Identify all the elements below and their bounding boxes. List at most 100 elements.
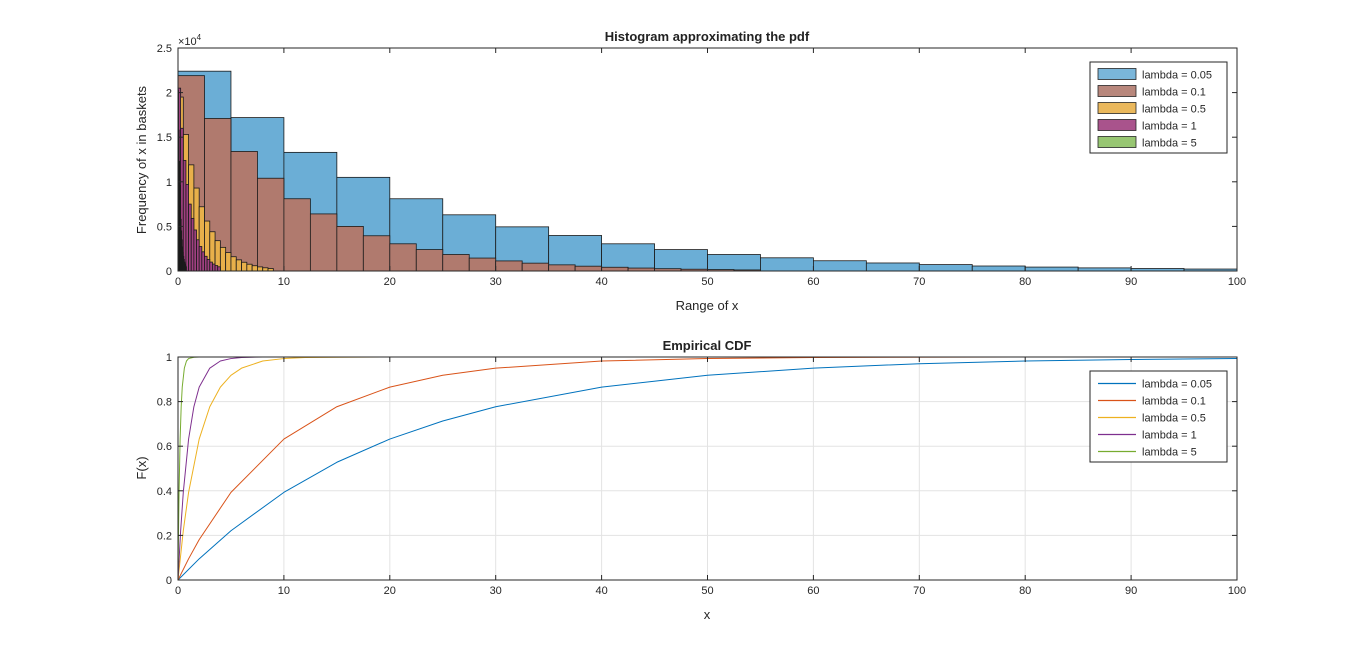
histogram-bar [225, 252, 232, 272]
y-tick-label: 1.5 [157, 132, 172, 144]
legend-swatch [1097, 85, 1137, 97]
cdf-x-ticks: 0 10 20 30 40 50 60 70 80 90 100 [175, 357, 1246, 597]
y-tick-label: 0.4 [157, 486, 172, 498]
y-tick-label: 0 [166, 266, 172, 278]
histogram-bar [521, 262, 550, 272]
histogram-bar [389, 243, 417, 272]
histogram-x-ticks: 0 10 20 30 40 50 60 70 80 90 100 [175, 48, 1246, 288]
histogram-bar [415, 249, 444, 272]
y-tick-label: 0.2 [157, 530, 172, 542]
histogram-bar [230, 256, 237, 272]
histogram-bar [241, 261, 248, 272]
histogram-bar [760, 257, 814, 272]
legend-entry: lambda = 1 [1142, 121, 1197, 133]
y-tick-label: 2 [166, 88, 172, 100]
x-tick-label: 80 [1019, 585, 1031, 597]
legend-entry: lambda = 0.05 [1142, 70, 1212, 82]
x-tick-label: 10 [278, 585, 290, 597]
x-tick-label: 100 [1228, 276, 1246, 288]
histogram-bar [495, 260, 523, 272]
legend-entry: lambda = 0.5 [1142, 104, 1206, 116]
histogram-title: Histogram approximating the pdf [605, 29, 810, 44]
cdf-legend: lambda = 0.05 lambda = 0.1 lambda = 0.5 lam… [1089, 370, 1228, 463]
cdf-y-axis-label: F(x) [134, 456, 149, 479]
legend-entry: lambda = 5 [1142, 138, 1197, 150]
histogram-bar [442, 254, 470, 272]
histogram-bar [601, 243, 655, 272]
cdf-x-axis-label: x [704, 607, 711, 622]
histogram-bar [219, 246, 227, 272]
histogram-legend: lambda = 0.05 lambda = 0.1 lambda = 0.5 lam… [1089, 61, 1228, 154]
histogram-bar [235, 259, 242, 272]
legend-box [1089, 370, 1228, 463]
legend-entry: lambda = 1 [1142, 430, 1197, 442]
histogram-bar [185, 266, 187, 272]
histogram-bar [865, 262, 920, 272]
histogram-bar [251, 265, 258, 272]
legend-entry: lambda = 5 [1142, 447, 1197, 459]
x-tick-label: 0 [175, 276, 181, 288]
histogram-bar [813, 260, 867, 272]
histogram-bars [177, 70, 1238, 272]
histogram-bar [1024, 266, 1079, 272]
cdf-line [177, 356, 1237, 581]
x-tick-label: 40 [595, 585, 607, 597]
y-tick-label: 0 [166, 575, 172, 587]
x-tick-label: 0 [175, 585, 181, 597]
x-tick-label: 30 [490, 585, 502, 597]
cdf-grid [178, 357, 1237, 580]
x-tick-label: 40 [595, 276, 607, 288]
y-tick-label: 1 [166, 352, 172, 364]
histogram-bar [246, 263, 253, 272]
histogram-x-axis-label: Range of x [676, 298, 739, 313]
x-tick-label: 90 [1125, 585, 1137, 597]
legend-entry: lambda = 0.1 [1142, 87, 1206, 99]
histogram-bar [283, 198, 311, 272]
histogram-bar [217, 266, 221, 272]
histogram-bar [468, 257, 497, 272]
histogram-bar [654, 249, 708, 272]
legend-entry: lambda = 0.05 [1142, 379, 1212, 391]
x-tick-label: 70 [913, 276, 925, 288]
x-tick-label: 100 [1228, 585, 1246, 597]
x-tick-label: 20 [384, 585, 396, 597]
cdf-title: Empirical CDF [663, 338, 752, 353]
cdf-chart: Empirical CDF 0 10 20 30 40 50 60 70 80 90 100 0 0.… [134, 338, 1246, 622]
histogram-bar [601, 266, 629, 272]
legend-swatch [1097, 102, 1137, 114]
legend-entry: lambda = 0.1 [1142, 396, 1206, 408]
histogram-series [177, 87, 221, 272]
y-tick-label: 0.5 [157, 221, 172, 233]
x-tick-label: 80 [1019, 276, 1031, 288]
histogram-bar [362, 235, 391, 272]
histogram-chart: Histogram approximating the pdf 0 10 20 30 4… [134, 29, 1246, 313]
histogram-bar [230, 151, 258, 272]
histogram-bar [257, 266, 264, 272]
histogram-bar [574, 265, 603, 272]
histogram-bar [548, 264, 576, 272]
x-tick-label: 20 [384, 276, 396, 288]
histogram-bar [257, 177, 285, 272]
x-tick-label: 10 [278, 276, 290, 288]
x-tick-label: 50 [701, 276, 713, 288]
x-tick-label: 30 [490, 276, 502, 288]
histogram-bar [309, 213, 338, 272]
histogram-bar [707, 254, 761, 272]
y-tick-label: 0.8 [157, 397, 172, 409]
x-tick-label: 50 [701, 585, 713, 597]
x-tick-label: 60 [807, 276, 819, 288]
legend-swatch [1097, 68, 1137, 80]
cdf-line [177, 358, 1238, 581]
histogram-y-axis-label: Frequency of x in baskets [134, 85, 149, 234]
histogram-bar [971, 265, 1026, 272]
x-tick-label: 90 [1125, 276, 1137, 288]
y-tick-label: 1 [166, 177, 172, 189]
legend-swatch [1097, 136, 1137, 148]
histogram-y-ticks: 0 0.5 1 1.5 2 2.5 [157, 43, 1237, 278]
cdf-y-ticks: 0 0.2 0.4 0.6 0.8 1 [157, 352, 1237, 587]
x-tick-label: 70 [913, 585, 925, 597]
y-tick-label: 2.5 [157, 43, 172, 55]
legend-entry: lambda = 0.5 [1142, 413, 1206, 425]
histogram-bar [918, 264, 973, 272]
